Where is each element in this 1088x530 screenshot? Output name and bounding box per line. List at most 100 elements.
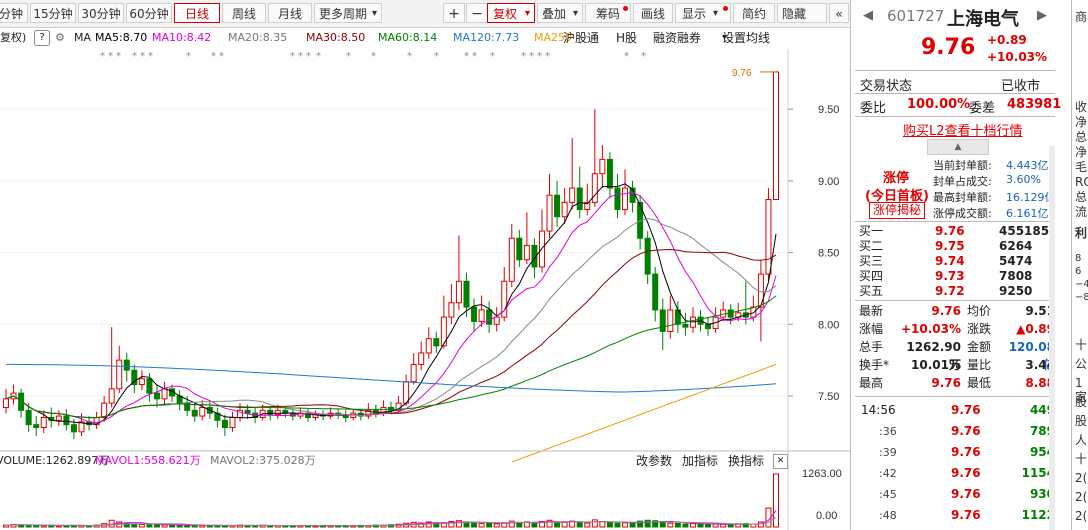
collapse-panel-icon[interactable]: « [829,3,849,23]
volume-bar [727,523,734,528]
tick-row: :36 9.76 789 [859,421,1055,442]
info-panel-header: 商 [1075,10,1088,24]
price-tick-label: 7.50 [818,391,839,403]
ma250-value: MA250 [534,31,573,44]
period-15min[interactable]: 15分钟 [30,3,76,23]
info-panel-number: −4 [1075,279,1088,290]
event-star-icon: * [290,51,295,62]
candle-body [108,388,115,404]
tick-time: 14:56 [861,403,896,417]
volume-bar [682,523,689,528]
l2-upgrade-link[interactable]: 购买L2查看十档行情 [903,124,1023,139]
overlay-dropdown[interactable]: 叠加 ▾ [537,3,583,23]
candle-body [123,359,130,371]
orderbook-label: 买四 [859,269,884,283]
stat-value: 9.76 [931,304,961,318]
orderbook-price: 9.72 [935,284,965,298]
prev-stock-icon[interactable]: ◀ [863,8,873,23]
stat-label: 均价 [967,304,992,318]
close-icon[interactable]: ✕ [773,454,788,469]
toolbar: 分钟 15分钟 30分钟 60分钟 日线 周线 月线 更多周期 ▾ + − 复权… [0,0,850,28]
stat-value: +10.03% [900,322,961,336]
info-panel-label: 股 [1075,414,1088,428]
max-seal-label: 最高封单额: [933,191,992,204]
stats-row: 换手* 10.01% 量比 3.44 [859,356,1055,374]
adjust-dropdown[interactable]: 复权 ▾ [487,3,535,23]
info-panel-number: 8 [1075,253,1082,264]
info-panel-label: 2( [1075,471,1088,485]
settings-icon[interactable]: ⚙ [55,31,65,44]
volume-bar [720,523,727,528]
kline-chart[interactable]: * * * * * * * * * * * * * * * * * * * * * * * * * * 9.509.008.508… [0,49,850,530]
ma10-value: MA10:8.42 [152,31,212,44]
chips-button[interactable]: 筹码 [585,3,631,23]
hide-button[interactable]: 隐藏 [777,3,827,23]
volume-bar [471,522,478,528]
volume-bar [176,524,183,528]
period-1min[interactable]: 分钟 [0,3,28,23]
candle-body [191,409,198,417]
period-more[interactable]: 更多周期 ▾ [314,3,382,23]
adjust-indicator: 复权) [0,31,27,44]
event-star-icon: * [132,51,137,62]
orderbook-price: 9.73 [935,269,965,283]
seal-ratio-label: 封单占成交: [933,175,992,188]
candle-body [652,273,659,311]
event-star-icon: * [316,51,321,62]
add-indicator-button[interactable]: 加指标 [682,454,719,468]
seal-amount-label: 当前封单额: [933,159,992,172]
stat-label: 总手 [859,340,884,354]
volume-bar [773,473,779,528]
volume-bar [146,524,153,528]
last-price-label: 9.76 [732,68,752,79]
volume-bar [757,521,764,528]
change-params-button[interactable]: 改参数 [636,454,673,468]
period-monthly[interactable]: 月线 [268,3,312,23]
display-dropdown[interactable]: 显示 ▾ [675,3,731,23]
info-panel-label: 利 [1075,226,1088,240]
tick-price: 9.76 [951,424,981,438]
h-share-button[interactable]: H股 [616,31,638,45]
simple-mode-button[interactable]: 简约 [733,3,775,23]
zoom-out-button[interactable]: − [466,3,488,23]
margin-button[interactable]: 融资融券 [653,31,702,45]
draw-line-button[interactable]: 画线 [633,3,673,23]
volume-header: VOLUME:1262.897万 MAVOL1:558.621万 MAVOL2:… [0,451,790,471]
limit-turnover-label: 涨停成交额: [933,207,992,220]
info-panel-label: 收 [1075,100,1088,114]
candle-body [229,416,236,429]
limit-up-reveal-button[interactable]: 涨停揭秘 [869,202,926,219]
help-icon[interactable]: ? [34,30,50,46]
next-stock-icon[interactable]: ▶ [1037,8,1047,23]
volume-bar [508,520,515,528]
period-60min[interactable]: 60分钟 [126,3,172,23]
volume-bar [448,521,455,528]
stat-value: 9.51 [1025,304,1055,318]
info-panel-label: 净 [1075,145,1088,159]
period-weekly[interactable]: 周线 [222,3,266,23]
hgt-button[interactable]: 沪股通 [563,31,600,45]
info-panel-number: 6 [1075,266,1082,277]
event-star-icon: * [100,51,105,62]
orderbook-label: 买三 [859,254,884,268]
event-star-icon: * [407,51,412,62]
period-30min[interactable]: 30分钟 [78,3,124,23]
period-daily[interactable]: 日线 [174,3,220,23]
scrollbar[interactable] [1049,146,1055,530]
overlay-label: 叠加 [542,7,567,21]
candle-body [463,280,470,308]
ma-settings-label: 设置均线 [722,31,771,45]
volume-bar [153,524,160,528]
divider [855,221,1055,222]
zoom-in-button[interactable]: + [443,3,465,23]
orderbook-volume: 6264 [999,239,1033,253]
stat-label: 换手* [859,358,890,372]
expand-toggle-icon[interactable]: ▲ [927,139,989,155]
candle-body [40,416,47,429]
candle-body [199,406,206,417]
ma-label: MA [74,31,92,44]
switch-indicator-button[interactable]: 换指标 [728,454,765,468]
candle-body [659,309,666,332]
info-panel-label: 股 [1075,395,1088,409]
notification-dot-icon [623,6,628,11]
